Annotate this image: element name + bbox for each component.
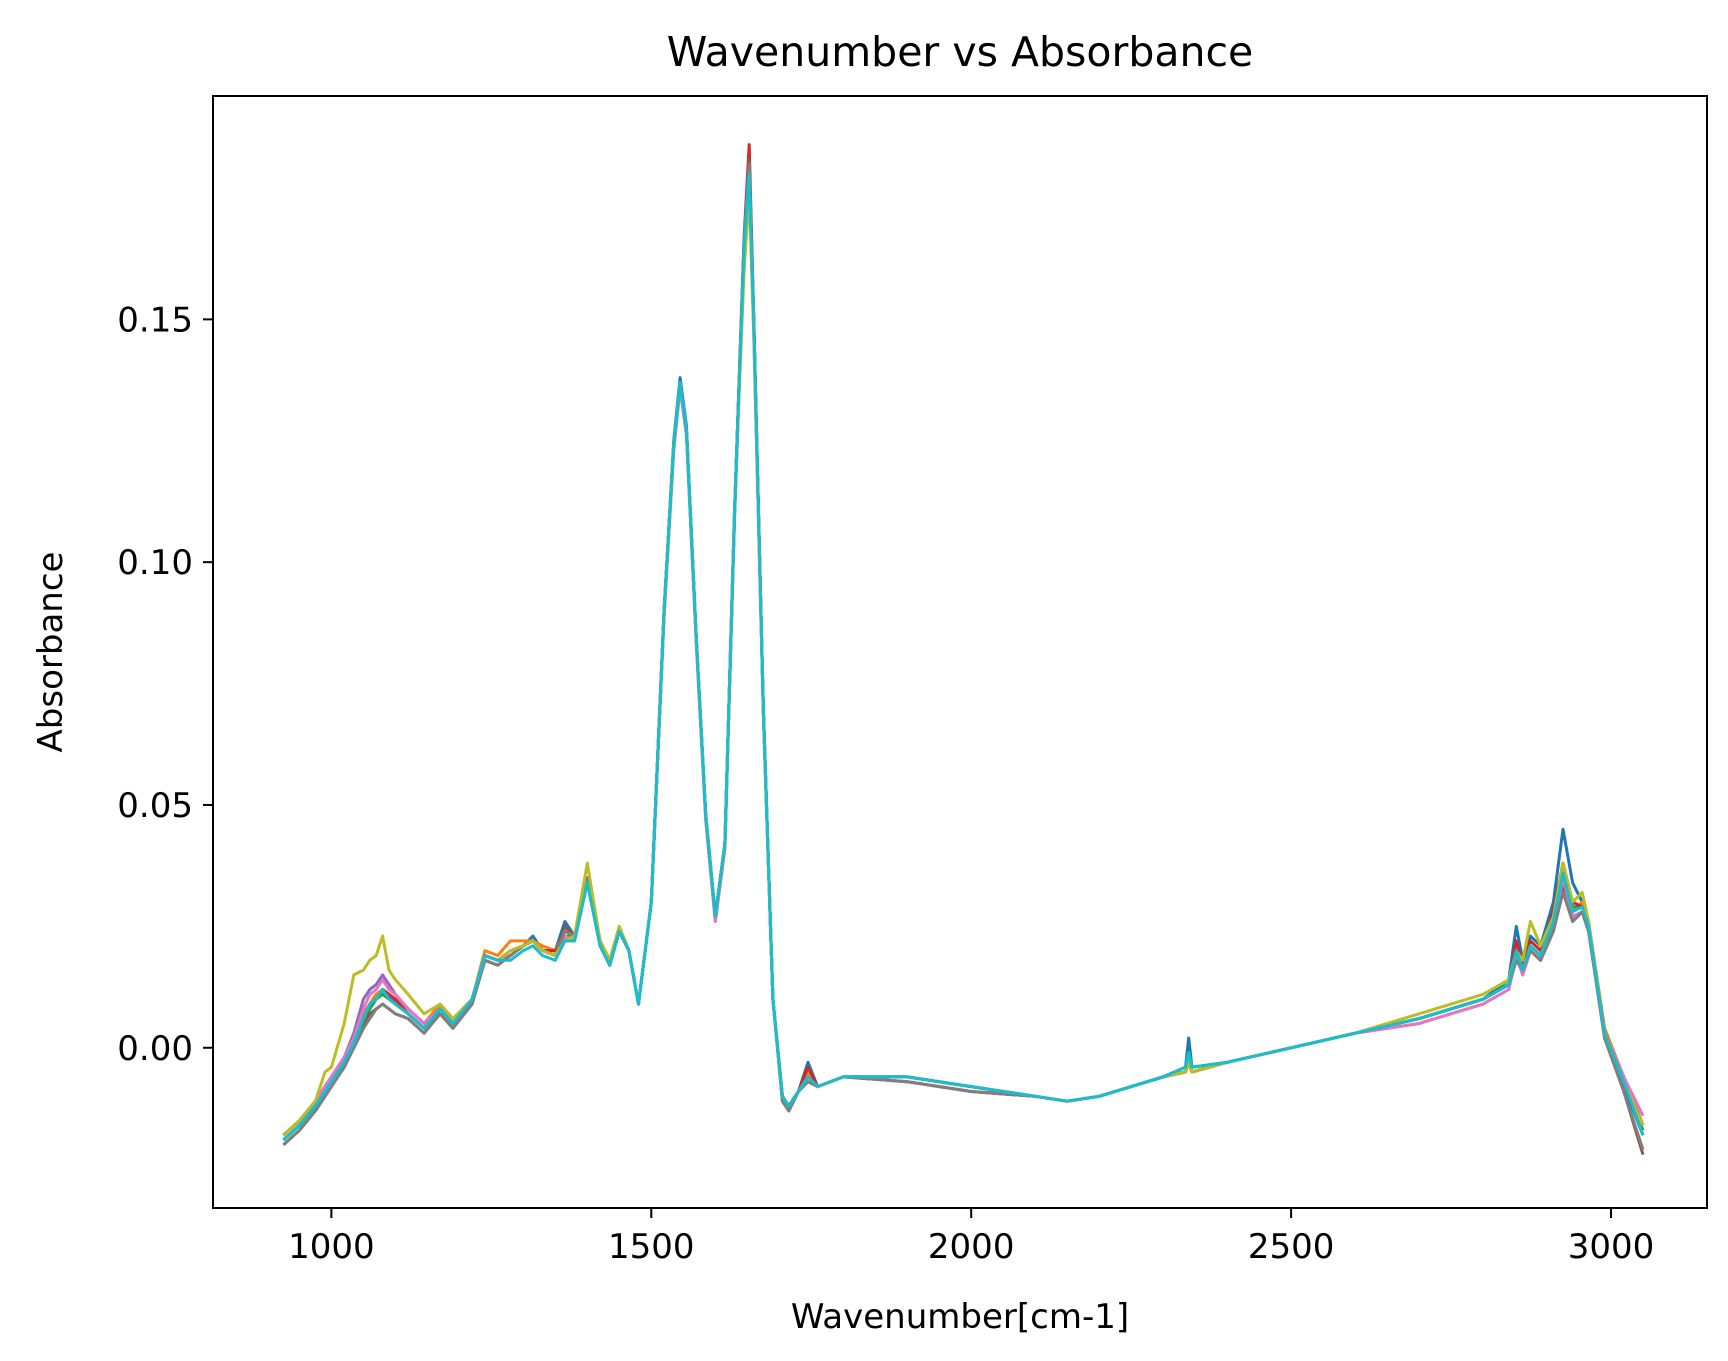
x-tick-label: 2000 [928, 1227, 1015, 1267]
y-tick-label: 0.05 [117, 786, 193, 826]
x-axis-label: Wavenumber[cm-1] [791, 1297, 1129, 1337]
x-tick-label: 1500 [608, 1227, 695, 1267]
x-axis-ticks: 1000 1500 2000 2500 3000 [288, 1208, 1654, 1267]
y-tick-label: 0.15 [117, 300, 193, 340]
series-layer [282, 143, 1645, 1156]
chart-title: Wavenumber vs Absorbance [667, 28, 1254, 76]
plot-frame [212, 95, 1708, 1209]
y-tick-label: 0.10 [117, 543, 193, 583]
y-tick-label: 0.00 [117, 1029, 193, 1069]
x-tick-label: 3000 [1568, 1227, 1655, 1267]
y-axis-ticks: 0.00 0.05 0.10 0.15 [117, 300, 213, 1069]
y-axis-label: Absorbance [31, 552, 71, 753]
spectrum-line-10 [282, 172, 1645, 1142]
x-tick-label: 1000 [288, 1227, 375, 1267]
x-tick-label: 2500 [1248, 1227, 1335, 1267]
spectrum-line-7 [282, 181, 1645, 1137]
